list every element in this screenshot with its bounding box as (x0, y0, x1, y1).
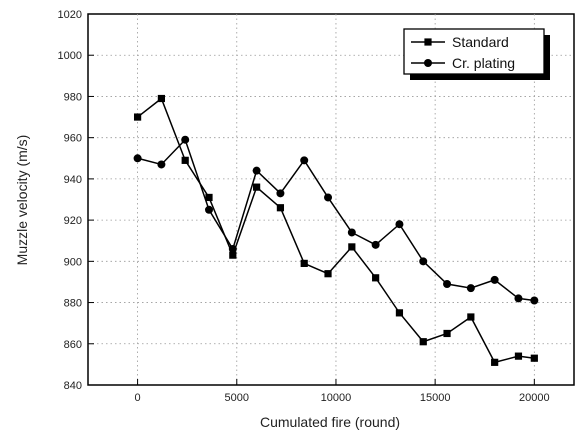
y-tick-label: 920 (64, 215, 82, 227)
y-axis-title: Muzzle velocity (m/s) (14, 135, 30, 266)
data-point (514, 294, 523, 303)
legend-label: Cr. plating (452, 55, 515, 71)
data-point (181, 135, 190, 144)
data-point (276, 189, 285, 198)
data-point (133, 154, 142, 163)
y-tick-label: 900 (64, 256, 82, 268)
data-point (324, 193, 333, 202)
data-point (252, 166, 261, 175)
legend: Standard Cr. plating (403, 28, 550, 80)
series-cr-plating (133, 135, 539, 305)
data-point (530, 296, 539, 305)
data-point (347, 228, 356, 237)
data-point (395, 220, 404, 229)
data-point (133, 113, 142, 121)
data-point (490, 275, 499, 284)
legend-label: Standard (452, 34, 509, 50)
series-line (137, 138, 535, 302)
data-point (324, 270, 332, 278)
y-tick-label: 1000 (58, 50, 82, 62)
series-standard (133, 94, 538, 366)
y-axis-ticks: 840 860 880 900 920 940 960 980 1000 1020 (58, 9, 94, 392)
data-point (467, 313, 475, 321)
data-point (419, 257, 428, 266)
y-tick-label: 940 (64, 174, 82, 186)
data-point (491, 358, 499, 366)
data-point (514, 352, 523, 360)
x-tick-label: 20000 (519, 392, 550, 404)
data-point (395, 309, 404, 317)
y-tick-label: 840 (64, 380, 82, 392)
x-axis-ticks: 0 5000 10000 15000 20000 (135, 379, 550, 404)
plot-frame (87, 13, 575, 386)
data-point (157, 160, 166, 169)
data-point (530, 354, 538, 362)
data-point (276, 204, 285, 212)
x-tick-label: 15000 (420, 392, 451, 404)
data-point (181, 156, 189, 164)
data-point (443, 280, 452, 289)
data-point (205, 205, 214, 214)
data-point (348, 243, 356, 251)
data-point (228, 244, 237, 253)
data-point (443, 329, 451, 338)
data-point (229, 251, 237, 259)
data-point (253, 183, 261, 191)
x-tick-label: 0 (135, 392, 141, 404)
x-axis-title: Cumulated fire (round) (260, 414, 400, 430)
data-point (466, 284, 475, 293)
grid-lines (88, 14, 574, 385)
data-point (300, 259, 308, 267)
data-point (300, 156, 309, 165)
series-line (137, 97, 535, 364)
data-point (157, 94, 165, 103)
y-tick-label: 980 (64, 91, 82, 103)
data-point (419, 338, 427, 346)
legend-marker (424, 59, 432, 67)
data-point (372, 274, 380, 282)
legend-marker (424, 38, 432, 46)
y-tick-label: 860 (64, 339, 82, 351)
x-tick-label: 10000 (321, 392, 352, 404)
y-tick-label: 1020 (58, 9, 82, 21)
y-tick-label: 960 (64, 133, 82, 145)
series-layer (133, 94, 539, 366)
y-tick-label: 880 (64, 298, 82, 310)
data-point (205, 193, 213, 202)
data-point (371, 240, 380, 249)
x-tick-label: 5000 (225, 392, 249, 404)
